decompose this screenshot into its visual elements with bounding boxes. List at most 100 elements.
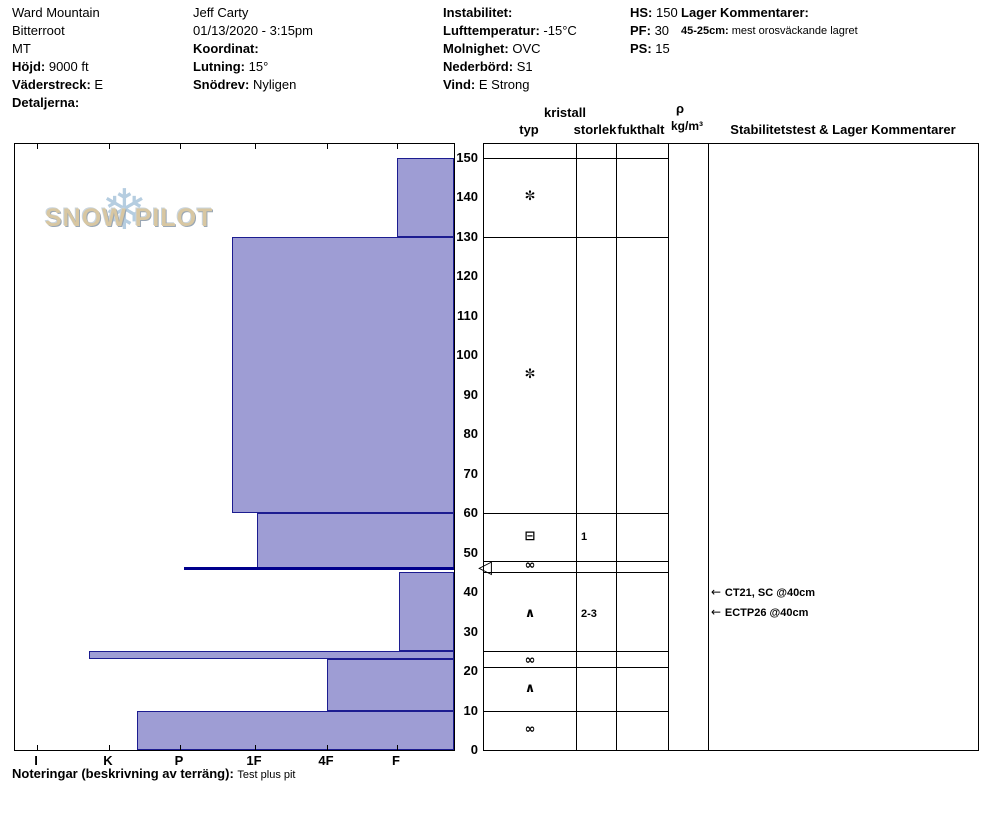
wind-value: E Strong	[478, 77, 530, 92]
site-state: MT	[12, 41, 31, 56]
layer-pointer-icon: ◁	[478, 557, 492, 579]
snow-layer-45-46cm	[184, 567, 454, 571]
hardness-tick-bottom	[180, 745, 181, 750]
precip-label: Nederbörd:	[443, 59, 514, 74]
air-temp-label: Lufttemperatur:	[443, 23, 540, 38]
elevation-value: 9000 ft	[48, 59, 89, 74]
hardness-tick-top	[37, 144, 38, 149]
hardness-label: K	[103, 753, 113, 768]
new-snow-crystal-icon: ✼	[524, 367, 536, 383]
hardness-tick-bottom	[255, 745, 256, 750]
site-elevation: Höjd: 9000 ft	[12, 58, 103, 76]
coordinates-label: Koordinat:	[193, 41, 259, 56]
layer-comment-text: mest orosväckande lagret	[731, 25, 858, 37]
sky-label: Molnighet:	[443, 41, 509, 56]
melt-freeze-crust-icon: ∞	[524, 722, 536, 738]
layer-comment-entry: 45-25cm: mest orosväckande lagret	[681, 22, 858, 40]
depth-label: 120	[456, 268, 478, 284]
hardness-tick-bottom	[327, 745, 328, 750]
grain-size-value: 2-3	[581, 607, 597, 620]
notes-line: Noteringar (beskrivning av terräng): Tes…	[12, 766, 296, 781]
depth-label: 10	[463, 702, 478, 718]
column-header-stability: Stabilitetstest & Lager Kommentarer	[730, 122, 956, 137]
snow-layer-23-25cm	[89, 651, 454, 660]
site-aspect: Väderstreck: E	[12, 76, 103, 94]
hardness-axis-labels: I K P 1F 4F F	[14, 753, 455, 768]
depth-label: 110	[457, 307, 478, 323]
grain-size-value: 1	[581, 530, 588, 543]
site-range: Bitterroot	[12, 23, 65, 38]
observer-name: Jeff Carty	[193, 5, 249, 20]
notes-label: Noteringar (beskrivning av terräng):	[12, 766, 234, 781]
elevation-label: Höjd:	[12, 59, 46, 74]
depth-label: 60	[463, 505, 478, 521]
details-label: Detaljerna:	[12, 95, 80, 110]
column-header-moisture: fukthalt	[617, 122, 665, 137]
depth-label: 50	[463, 544, 478, 560]
depth-hoar-icon: ∧	[524, 680, 536, 696]
test-result-text: CT21, SC @40cm	[724, 587, 816, 600]
depth-label: 100	[456, 347, 478, 363]
hardness-tick-bottom	[397, 745, 398, 750]
pf-value: 30	[654, 23, 670, 38]
depth-label: 20	[463, 663, 478, 679]
depth-label: 130	[456, 228, 478, 244]
hardness-tick-top	[109, 144, 110, 149]
hardness-tick-bottom	[109, 745, 110, 750]
profile-columns-panel: ✼ ✼ ⊟ 1 ∞ ∧ 2-3 ∞ ∧ ∞ ← CT21, SC @40cm ← ECTP26 @40…	[478, 143, 979, 751]
site-details: Detaljerna:	[12, 94, 103, 112]
aspect-value: E	[94, 77, 104, 92]
new-snow-crystal-icon: ✼	[524, 189, 536, 205]
pf-label: PF:	[630, 23, 651, 38]
snow-layer-25-45cm	[399, 572, 454, 652]
hardness-tick-top	[255, 144, 256, 149]
hs-line: HS: 150	[630, 4, 678, 22]
depth-label: 140	[456, 189, 478, 205]
instability-label: Instabilitet:	[443, 5, 513, 20]
snow-layer-60-130cm	[232, 236, 454, 514]
column-divider-type-size	[576, 144, 577, 750]
weather-info-block: Instabilitet: Lufttemperatur: -15°C Moln…	[443, 4, 577, 94]
air-temp-value: -15°C	[543, 23, 577, 38]
instability-line: Instabilitet:	[443, 4, 577, 22]
column-header-density-unit: kg/m³	[670, 119, 703, 133]
aspect-label: Väderstreck:	[12, 77, 91, 92]
melt-freeze-crust-icon: ∞	[524, 653, 536, 669]
snowpack-depths-block: HS: 150 PF: 30 PS: 15	[630, 4, 678, 58]
depth-label: 40	[463, 584, 478, 600]
depth-label: 0	[470, 742, 478, 757]
left-arrow-icon: ←	[711, 604, 725, 619]
depth-hoar-icon: ∧	[524, 605, 536, 621]
observer-info-block: Jeff Carty 01/13/2020 - 3:15pm Koordinat…	[193, 4, 313, 94]
drift-line: Snödrev: Nyligen	[193, 76, 313, 94]
observation-datetime: 01/13/2020 - 3:15pm	[193, 23, 313, 38]
snow-layer-46-60cm	[257, 513, 454, 569]
precip-value: S1	[516, 59, 533, 74]
layer-comments-title: Lager Kommentarer:	[681, 4, 858, 22]
hardness-tick-top	[180, 144, 181, 149]
layer-boundary-line	[484, 710, 668, 712]
slope-value: 15°	[248, 59, 269, 74]
faceted-crystal-icon: ⊟	[524, 528, 536, 544]
logo-text: SNOW PILOT	[45, 204, 214, 232]
hardness-label: 4F	[318, 753, 334, 768]
depth-label: 30	[463, 623, 478, 639]
layer-boundary-line	[484, 560, 668, 562]
hardness-tick-top	[327, 144, 328, 149]
coordinates-line: Koordinat:	[193, 40, 313, 58]
slope-label: Lutning:	[193, 59, 245, 74]
column-divider-density-stability	[708, 144, 709, 750]
layer-boundary-line	[484, 651, 668, 653]
sky-value: OVC	[512, 41, 541, 56]
ps-line: PS: 15	[630, 40, 678, 58]
layer-comments-block: Lager Kommentarer: 45-25cm: mest orosväc…	[681, 4, 858, 40]
melt-freeze-crust-icon: ∞	[524, 558, 536, 574]
site-name: Ward Mountain	[12, 5, 100, 20]
profile-chart: ❄ SNOW PILOT 0 10 20 30 40 50 60 70 80 90 100 110 12…	[14, 143, 979, 756]
wind-label: Vind:	[443, 77, 476, 92]
drift-value: Nyligen	[252, 77, 297, 92]
air-temp-line: Lufttemperatur: -15°C	[443, 22, 577, 40]
hardness-label: 1F	[246, 753, 262, 768]
hardness-tick-top	[397, 144, 398, 149]
